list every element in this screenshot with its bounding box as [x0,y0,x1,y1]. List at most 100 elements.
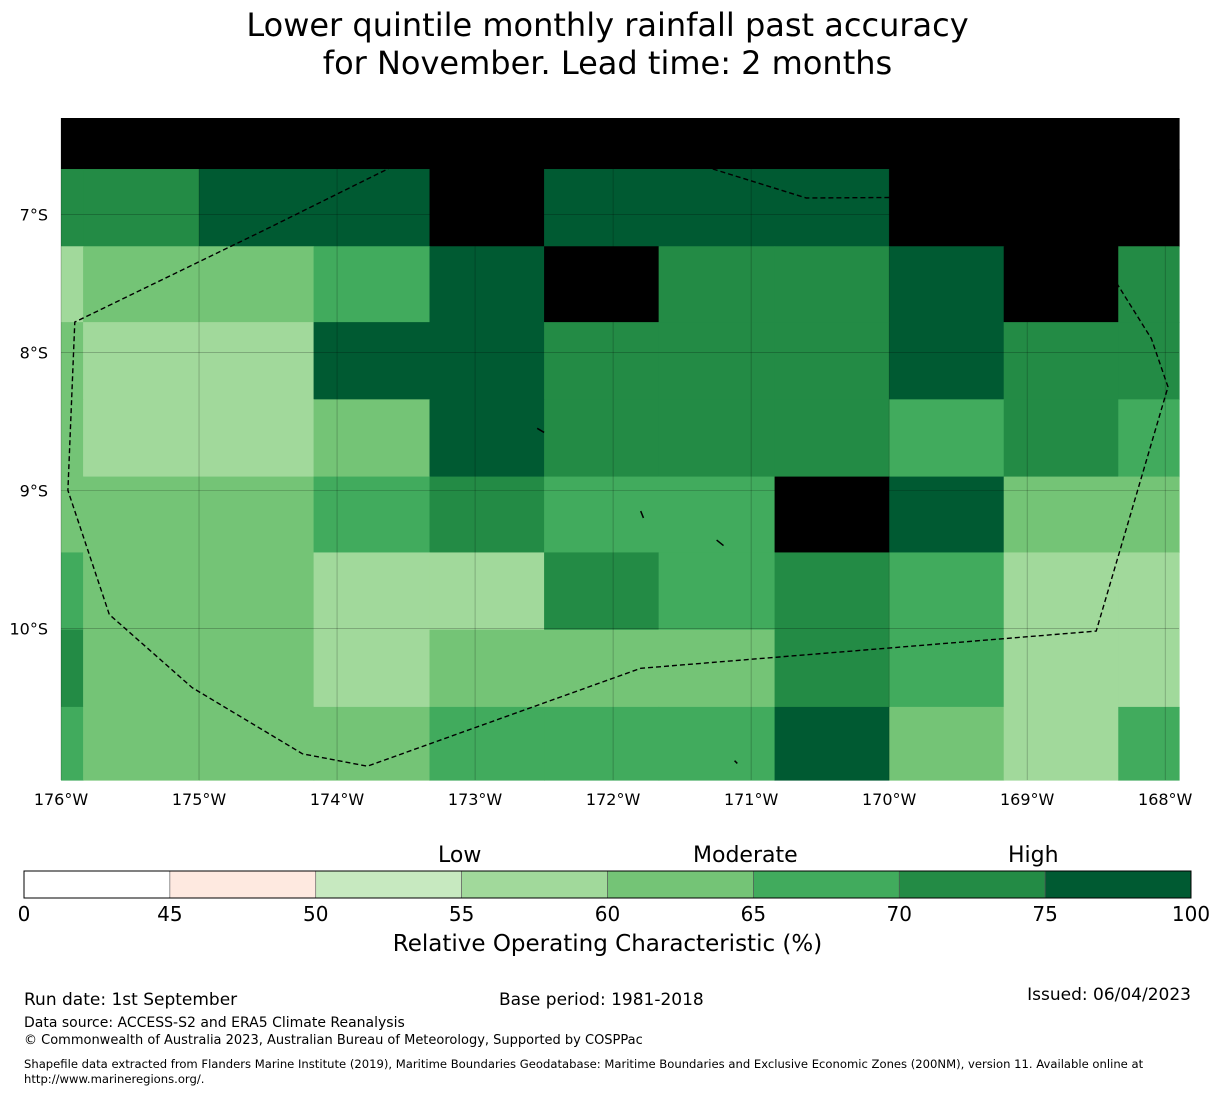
map-cell [889,552,1005,631]
x-tick-label: 176°W [34,790,89,809]
map-cell [774,552,890,631]
map-cell [544,169,660,247]
map-cell [1003,476,1119,554]
map-cell [1118,246,1180,323]
map-cell [1003,399,1119,478]
map-cell [774,476,890,554]
map-cell [658,399,776,478]
map-cell [429,552,545,631]
map-cell [61,118,84,170]
colorbar-tick-label: 75 [1032,902,1057,926]
map-cell [658,629,776,708]
map-cell [658,118,776,170]
map-cell [774,118,890,170]
map-cell [83,552,200,631]
map-cell [774,706,890,781]
island-outline [536,427,545,434]
map-cell [61,476,84,554]
y-tick-label: 10°S [9,619,48,638]
title-line-1: Lower quintile monthly rainfall past acc… [246,6,969,44]
map-cell [889,629,1005,708]
colorbar-frame [23,870,1192,899]
map-cell [313,476,431,554]
map-cell [1003,552,1119,631]
x-tick-label: 175°W [172,790,227,809]
x-tick-label: 173°W [448,790,503,809]
colorbar-segment [898,870,1046,899]
map-cell [83,169,200,247]
colorbar-label-moderate: Moderate [693,843,798,868]
map-cell [658,322,776,400]
map-cell [658,552,776,631]
map-cell [774,169,890,247]
map-cell [1118,322,1180,400]
map-cell [83,399,200,478]
map-cell [429,706,545,781]
map-cell [199,322,315,400]
colorbar-segment [461,870,608,899]
copyright: © Commonwealth of Australia 2023, Austra… [24,1033,643,1048]
map-cell [83,118,200,170]
map-cell [61,552,84,631]
island-outline [640,510,645,519]
map-cell [658,246,776,323]
map-cell [83,629,200,708]
map-cell [889,399,1005,478]
x-tick-label: 174°W [310,790,365,809]
map-cell [889,322,1005,400]
map-cell [429,629,545,708]
map-cell [199,706,315,781]
colorbar-segment [315,870,462,899]
map-cell [61,322,84,400]
colorbar-tick-label: 50 [303,902,328,926]
map-cell [658,169,776,247]
colorbar-segment [23,870,171,899]
map-cell [544,399,660,478]
map-cell [313,706,431,781]
map-cell [889,118,1005,170]
colorbar-segment [1044,870,1192,899]
map-cell [61,399,84,478]
colorbar-segment [607,870,754,899]
map-cell [1118,118,1180,170]
map-cell [199,552,315,631]
colorbar-segment [169,870,317,899]
run-date: Run date: 1st September [24,990,238,1010]
map-cell [199,476,315,554]
map-cell [889,246,1005,323]
map-cell [83,706,200,781]
shapefile-credit-line-2: http://www.marineregions.org/. [24,1072,205,1086]
map-cell [1003,246,1119,323]
map-cell [544,552,660,631]
title-line-2: for November. Lead time: 2 months [322,44,893,82]
map-cell [1003,118,1119,170]
colorbar-label-high: High [1008,843,1059,868]
map-cell [61,246,84,323]
chart-title: Lower quintile monthly rainfall past acc… [0,6,1215,82]
colorbar-tick-label: 45 [157,902,182,926]
data-source: Data source: ACCESS-S2 and ERA5 Climate … [24,1015,405,1031]
map-cell [429,476,545,554]
map-cell [199,629,315,708]
map-cell [544,246,660,323]
colorbar-tick-label: 55 [449,902,474,926]
map-cell [1118,552,1180,631]
colorbar-tick-label: 0 [18,902,31,926]
map-cell [1118,629,1180,708]
colorbar-label-low: Low [438,843,482,868]
rainfall-accuracy-map: 176°W 175°W 174°W 173°W 172°W 171°W 170°W 169°W… [9,118,1210,926]
y-tick-label: 7°S [20,206,48,225]
map-cell [429,169,545,247]
map-cell [774,399,890,478]
map-cell [61,706,84,781]
colorbar-tick-label: 60 [595,902,620,926]
x-tick-label: 168°W [1138,790,1193,809]
map-cell [1118,169,1180,247]
shapefile-credit-line-1: Shapefile data extracted from Flanders M… [24,1057,1144,1071]
map-cell [199,169,315,247]
map-cell [313,399,431,478]
colorbar-segment [753,870,900,899]
map-cell [1003,629,1119,708]
map-cell [429,246,545,323]
map-cell [774,629,890,708]
